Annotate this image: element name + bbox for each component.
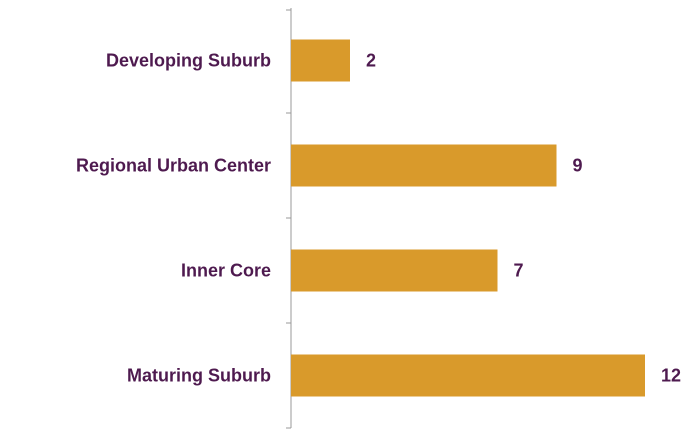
category-label: Maturing Suburb bbox=[127, 365, 271, 385]
value-label: 7 bbox=[514, 260, 524, 280]
bar bbox=[291, 249, 498, 292]
value-label: 2 bbox=[366, 50, 376, 70]
value-label: 12 bbox=[661, 365, 681, 385]
category-label: Developing Suburb bbox=[106, 50, 271, 70]
bar bbox=[291, 354, 645, 397]
bar bbox=[291, 39, 350, 82]
category-label: Inner Core bbox=[181, 260, 271, 280]
value-label: 9 bbox=[573, 155, 583, 175]
category-label: Regional Urban Center bbox=[76, 155, 271, 175]
bar bbox=[291, 144, 557, 187]
